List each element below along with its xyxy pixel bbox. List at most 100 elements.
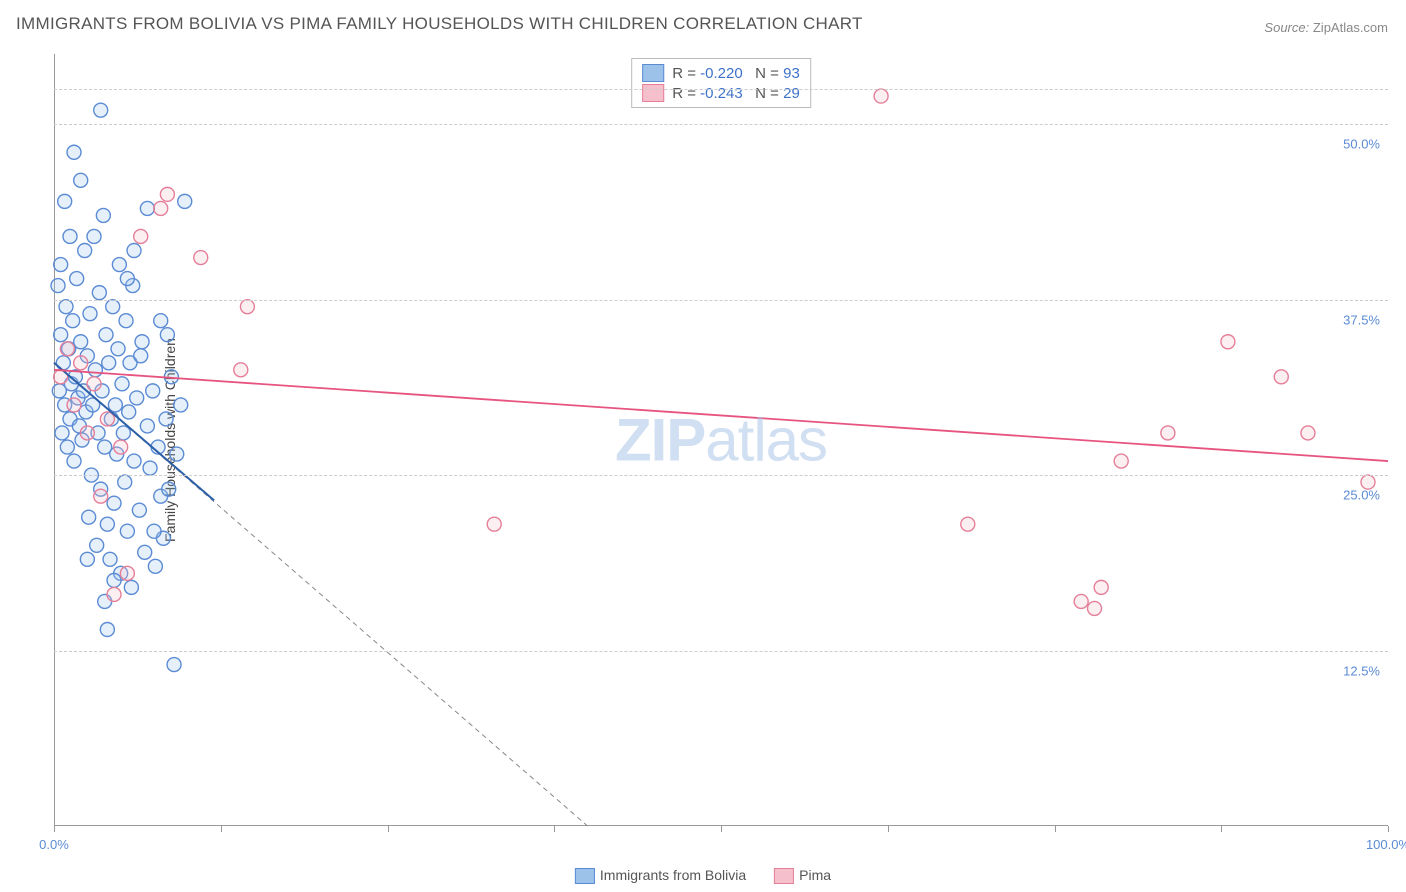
data-point-series-1 [60,342,74,356]
stats-text-1: R = -0.243 N = 29 [672,85,800,102]
data-point-series-1 [1074,594,1088,608]
stats-text-0: R = -0.220 N = 93 [672,65,800,82]
data-point-series-0 [80,552,94,566]
data-point-series-0 [103,552,117,566]
bottom-swatch-1 [774,868,794,884]
source-attribution: Source: ZipAtlas.com [1264,20,1388,35]
data-point-series-0 [143,461,157,475]
data-point-series-0 [63,229,77,243]
data-point-series-1 [154,201,168,215]
data-point-series-0 [55,426,69,440]
data-point-series-1 [160,187,174,201]
data-point-series-0 [112,258,126,272]
data-point-series-0 [115,377,129,391]
data-point-series-0 [78,244,92,258]
stats-legend-row-0: R = -0.220 N = 93 [642,63,800,83]
x-tick [388,826,389,832]
data-point-series-0 [138,545,152,559]
x-tick-label: 100.0% [1366,837,1406,852]
y-tick-label: 25.0% [1343,488,1380,503]
y-tick-label: 12.5% [1343,663,1380,678]
source-label: Source: [1264,20,1309,35]
stats-legend: R = -0.220 N = 93 R = -0.243 N = 29 [631,58,811,108]
data-point-series-1 [1088,601,1102,615]
data-point-series-0 [102,356,116,370]
y-tick-label: 50.0% [1343,137,1380,152]
data-point-series-1 [1301,426,1315,440]
data-point-series-0 [92,286,106,300]
data-point-series-0 [154,314,168,328]
data-point-series-1 [74,356,88,370]
source-name: ZipAtlas.com [1313,20,1388,35]
grid-line [54,124,1388,125]
data-point-series-0 [51,279,65,293]
x-tick [554,826,555,832]
bottom-label-0: Immigrants from Bolivia [600,867,746,883]
bottom-swatch-0 [575,868,595,884]
data-point-series-0 [60,440,74,454]
data-point-series-1 [134,229,148,243]
bottom-legend-item-1: Pima [774,867,831,884]
data-point-series-0 [146,384,160,398]
data-point-series-0 [134,349,148,363]
data-point-series-0 [94,103,108,117]
data-point-series-1 [87,377,101,391]
data-point-series-1 [114,440,128,454]
data-point-series-0 [122,405,136,419]
data-point-series-0 [135,335,149,349]
data-point-series-0 [120,272,134,286]
y-tick-label: 37.5% [1343,312,1380,327]
stats-legend-row-1: R = -0.243 N = 29 [642,83,800,103]
data-point-series-0 [127,244,141,258]
x-tick [221,826,222,832]
data-point-series-0 [100,622,114,636]
data-point-series-0 [162,482,176,496]
x-tick [721,826,722,832]
data-point-series-0 [87,229,101,243]
data-point-series-1 [1221,335,1235,349]
data-point-series-0 [140,201,154,215]
data-point-series-0 [74,335,88,349]
data-point-series-1 [107,587,121,601]
grid-line [54,475,1388,476]
data-point-series-0 [148,559,162,573]
data-point-series-1 [240,300,254,314]
data-point-series-0 [111,342,125,356]
x-tick [1221,826,1222,832]
data-point-series-1 [961,517,975,531]
stats-swatch-0 [642,64,664,82]
grid-line [54,89,1388,90]
bottom-legend: Immigrants from Bolivia Pima [575,867,831,884]
data-point-series-0 [160,328,174,342]
data-point-series-0 [127,454,141,468]
data-point-series-0 [82,510,96,524]
data-point-series-0 [170,447,184,461]
data-point-series-0 [130,391,144,405]
x-tick [1055,826,1056,832]
data-point-series-0 [132,503,146,517]
data-point-series-0 [67,454,81,468]
data-point-series-1 [67,398,81,412]
data-point-series-0 [178,194,192,208]
data-point-series-0 [107,573,121,587]
data-point-series-0 [54,258,68,272]
data-point-series-0 [124,580,138,594]
data-point-series-0 [100,517,114,531]
data-point-series-0 [58,194,72,208]
data-point-series-1 [194,251,208,265]
data-point-series-0 [70,272,84,286]
data-point-series-0 [88,363,102,377]
x-tick [1388,826,1389,832]
data-point-series-0 [59,300,73,314]
grid-line [54,300,1388,301]
data-point-series-0 [140,419,154,433]
data-point-series-1 [1114,454,1128,468]
data-point-series-0 [74,173,88,187]
x-tick [888,826,889,832]
data-point-series-1 [1094,580,1108,594]
data-point-series-0 [66,314,80,328]
data-point-series-1 [487,517,501,531]
data-point-series-0 [174,398,188,412]
chart-container: IMMIGRANTS FROM BOLIVIA VS PIMA FAMILY H… [0,0,1406,892]
data-point-series-1 [80,426,94,440]
